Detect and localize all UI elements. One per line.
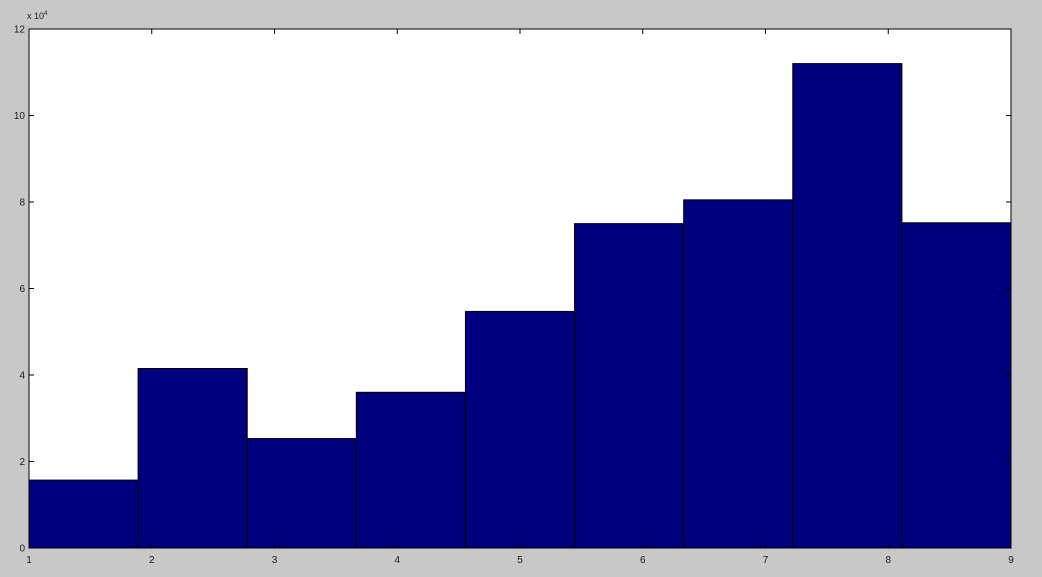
x-tick-label: 2 (149, 555, 155, 566)
x-tick-label: 3 (272, 555, 278, 566)
axis-ticks (28, 28, 1012, 549)
y-axis-tick-labels: 0 2 4 6 8 10 12 (14, 25, 26, 555)
y-exponent-label: x 104 (27, 11, 48, 21)
bar-7 (683, 199, 794, 549)
y-tick-label: 0 (19, 544, 25, 555)
bar-9 (901, 222, 1012, 549)
y-tick-label: 10 (14, 111, 26, 122)
y-tick-label: 12 (14, 25, 26, 36)
bar-4 (355, 391, 466, 549)
x-tick-label: 9 (1008, 555, 1014, 566)
x-tick-label: 4 (394, 555, 400, 566)
bar-6 (574, 223, 685, 549)
y-tick-label: 2 (19, 457, 25, 468)
bar-1 (28, 479, 139, 549)
x-tick-label: 8 (885, 555, 891, 566)
x-tick-label: 5 (517, 555, 523, 566)
x-tick-label: 6 (640, 555, 646, 566)
bar-series (28, 63, 1012, 549)
bar-2 (137, 368, 248, 549)
y-tick-label: 8 (19, 198, 25, 209)
x-axis-tick-labels: 1 2 3 4 5 6 7 8 9 (26, 555, 1014, 566)
bar-5 (464, 310, 576, 549)
y-exponent-power: 4 (44, 11, 48, 17)
y-tick-label: 6 (19, 284, 25, 295)
y-tick-label: 4 (19, 371, 25, 382)
x-tick-label: 7 (763, 555, 769, 566)
bar-3 (246, 438, 357, 549)
bar-8 (792, 63, 903, 549)
x-tick-label: 1 (26, 555, 32, 566)
